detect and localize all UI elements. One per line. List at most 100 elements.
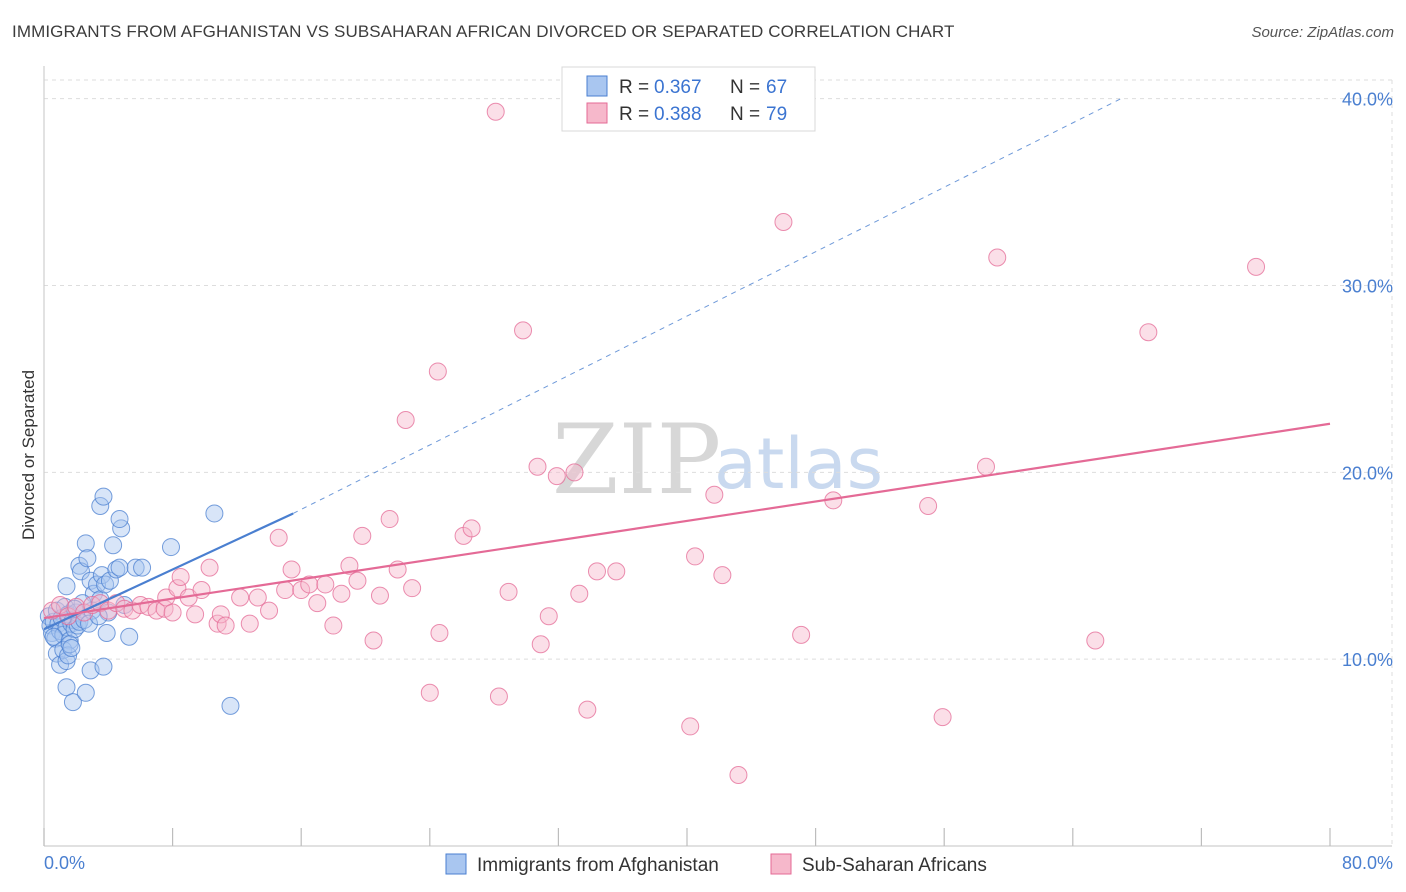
point-afghanistan [110,510,129,529]
point-subsaharan [420,683,439,702]
point-afghanistan [57,577,76,596]
trend-line-subsaharan [43,422,1331,620]
point-subsaharan [282,560,301,579]
point-subsaharan [933,708,952,727]
point-subsaharan [578,700,597,719]
point-subsaharan [686,547,705,566]
source-label: Source: ZipAtlas.com [1251,24,1394,41]
point-subsaharan [186,605,205,624]
series-legend-label-pink: Sub-Saharan Africans [802,855,987,876]
point-subsaharan [364,631,383,650]
point-afghanistan [91,496,110,515]
point-subsaharan [499,582,518,601]
point-subsaharan [976,457,995,476]
point-subsaharan [380,510,399,529]
point-subsaharan [200,558,219,577]
point-subsaharan [276,581,295,600]
x-tick-label-max: 80.0% [1342,853,1393,873]
point-subsaharan [240,614,259,633]
series-legend-label-blue: Immigrants from Afghanistan [477,855,719,876]
point-subsaharan [462,519,481,538]
point-subsaharan [324,616,343,635]
point-subsaharan [340,556,359,575]
point-subsaharan [570,584,589,603]
point-afghanistan [80,614,99,633]
point-afghanistan [71,562,90,581]
point-subsaharan [988,248,1007,267]
y-tick-label: 30.0% [1342,277,1393,297]
point-subsaharan [260,601,279,620]
watermark-zip: ZIP [552,404,721,516]
point-subsaharan [348,571,367,590]
point-subsaharan [428,362,447,381]
point-subsaharan [171,567,190,586]
series-legend-swatch-blue [445,853,467,875]
watermark-atlas: atlas [714,423,883,505]
point-subsaharan [163,603,182,622]
point-afghanistan [133,558,152,577]
legend-swatch-pink [586,102,608,124]
axes [43,66,1392,847]
point-subsaharan [300,575,319,594]
point-afghanistan [107,560,126,579]
point-subsaharan [565,463,584,482]
y-tick-label: 10.0% [1342,650,1393,670]
point-afghanistan [78,549,97,568]
point-subsaharan [681,717,700,736]
x-tick-label-min: 0.0% [44,853,85,873]
y-tick-label: 20.0% [1342,463,1393,483]
point-afghanistan [89,607,108,626]
point-subsaharan [774,212,793,231]
point-subsaharan [587,562,606,581]
series-legend: Immigrants from Afghanistan Sub-Saharan … [445,853,987,876]
legend-swatch-blue [586,75,608,97]
point-subsaharan [308,594,327,613]
point-subsaharan [403,579,422,598]
point-afghanistan [100,571,119,590]
point-subsaharan [396,411,415,430]
point-subsaharan [353,526,372,545]
point-afghanistan [205,504,224,523]
point-afghanistan [120,627,139,646]
y-axis-label: Divorced or Separated [19,370,38,540]
chart-title: IMMIGRANTS FROM AFGHANISTAN VS SUBSAHARA… [12,22,955,41]
point-subsaharan [489,687,508,706]
point-subsaharan [370,586,389,605]
stats-legend: R = 0.367 N = 67 R = 0.388 N = 79 [561,66,816,132]
point-subsaharan [713,566,732,585]
point-subsaharan [547,467,566,486]
point-afghanistan [221,696,240,715]
y-tick-label: 40.0% [1342,90,1393,110]
point-subsaharan [514,321,533,340]
legend-r-value-blue: 0.367 [654,77,702,98]
legend-n-label-blue: N = [730,77,760,98]
point-afghanistan [57,678,76,697]
trend-line-afghanistan-extension [292,98,1122,514]
point-afghanistan [62,638,81,657]
point-subsaharan [1086,631,1105,650]
trend-line-afghanistan [43,512,294,631]
point-afghanistan [112,519,131,538]
point-afghanistan [94,657,113,676]
point-afghanistan [104,536,123,555]
point-subsaharan [248,588,267,607]
point-subsaharan [528,457,547,476]
point-subsaharan [231,588,250,607]
point-afghanistan [63,693,82,712]
point-subsaharan [216,616,235,635]
point-afghanistan [76,534,95,553]
point-afghanistan [94,487,113,506]
point-afghanistan [97,624,116,643]
point-subsaharan [792,625,811,644]
legend-r-label-blue: R = [619,77,649,98]
point-subsaharan [486,102,505,121]
point-subsaharan [919,496,938,515]
point-subsaharan [430,624,449,643]
legend-r-value-pink: 0.388 [654,104,702,125]
point-subsaharan [607,562,626,581]
legend-n-value-pink: 79 [766,104,787,125]
point-afghanistan [76,683,95,702]
trend-lines [43,98,1331,631]
point-afghanistan [110,558,129,577]
